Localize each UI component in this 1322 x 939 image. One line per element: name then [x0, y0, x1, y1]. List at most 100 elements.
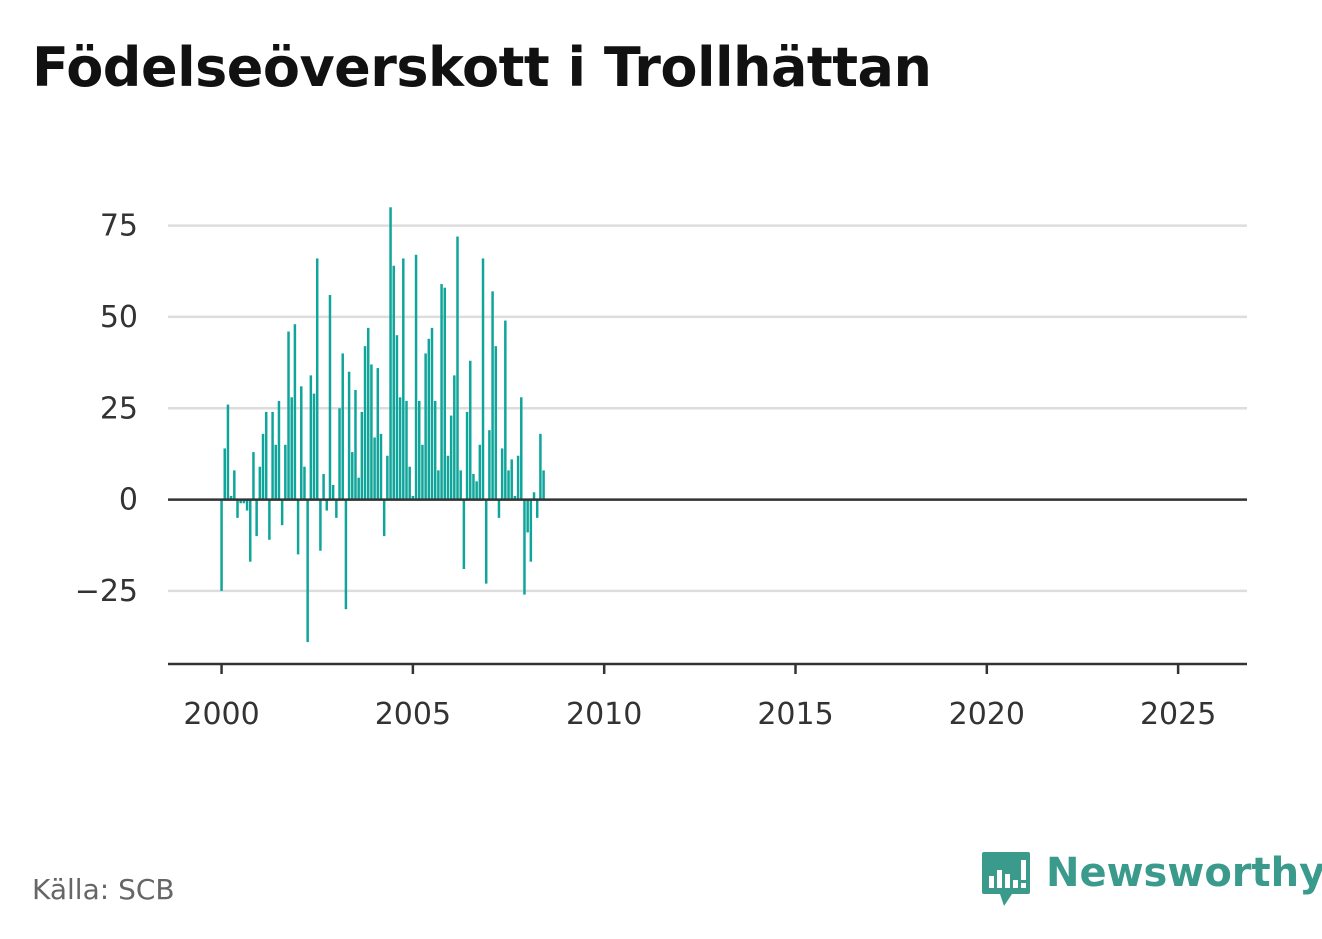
bar [402, 258, 405, 500]
bar [312, 393, 316, 500]
bar [484, 499, 488, 584]
bar [389, 207, 392, 500]
x-axis-ticks: 2000 2005 2010 2015 2020 2025 [183, 664, 1216, 732]
bar [481, 258, 485, 500]
bar [437, 470, 440, 500]
bar [331, 484, 335, 500]
bar [427, 338, 431, 500]
bar [261, 433, 265, 500]
bar [249, 499, 252, 562]
newsworthy-logo-icon [982, 852, 1030, 906]
bar [504, 320, 507, 500]
bar [424, 353, 427, 500]
bar [382, 499, 386, 537]
bar [229, 495, 233, 500]
bar [309, 375, 313, 500]
bar [529, 499, 533, 562]
bar [472, 474, 475, 500]
bar [226, 404, 230, 500]
bar [478, 444, 482, 500]
bar [516, 455, 520, 500]
x-tick-label: 2020 [949, 697, 1025, 732]
bar [449, 415, 453, 500]
bar [236, 499, 239, 518]
bar [366, 327, 370, 500]
x-tick-label: 2005 [375, 697, 451, 732]
bar [500, 448, 504, 500]
bar [443, 287, 446, 500]
bar [242, 499, 246, 504]
bar [446, 455, 450, 500]
bar [542, 470, 545, 500]
bar [354, 389, 357, 500]
bar [264, 411, 268, 500]
x-tick-label: 2025 [1140, 697, 1216, 732]
bar [408, 466, 411, 500]
x-tick-label: 2010 [566, 697, 642, 732]
bar [341, 353, 344, 500]
bar [287, 331, 290, 500]
bar [373, 437, 376, 500]
bar [488, 430, 491, 500]
bar [290, 397, 293, 500]
bar [465, 411, 469, 500]
chart-title: Födelseöverskott i Trollhättan [32, 36, 932, 99]
bar [532, 492, 536, 500]
bar [303, 466, 306, 500]
bar [491, 291, 494, 500]
bar-series [220, 207, 545, 643]
bar [306, 499, 309, 643]
bar [255, 499, 258, 537]
bar [335, 499, 338, 518]
bar [325, 499, 329, 511]
bar [535, 499, 539, 518]
bar [296, 499, 300, 555]
bar [271, 411, 274, 500]
bar [418, 400, 421, 500]
bar [274, 444, 278, 500]
bar [277, 400, 281, 500]
y-tick-label: 0 [119, 483, 138, 518]
bar [284, 444, 287, 500]
bar [520, 397, 523, 500]
bar [379, 433, 383, 500]
bar [300, 386, 303, 500]
bar [430, 327, 434, 500]
source-note: Källa: SCB [32, 873, 175, 906]
y-tick-label: 75 [100, 209, 138, 244]
bar-chart: −25 0 25 50 75 2000 2005 2010 2015 2020 2025 [75, 207, 1247, 732]
bar [523, 499, 526, 595]
bar [526, 499, 529, 533]
bar [233, 470, 236, 500]
bar [513, 495, 517, 500]
bar [322, 474, 325, 500]
bar [395, 335, 399, 500]
bar [245, 499, 249, 511]
bar [462, 499, 466, 570]
bar [510, 459, 513, 500]
grid-lines [168, 224, 1247, 593]
bar [453, 375, 456, 500]
bar [494, 346, 498, 500]
bar [220, 499, 223, 591]
bar [344, 499, 348, 610]
bar [392, 265, 395, 500]
bar [459, 470, 462, 500]
bar [433, 400, 437, 500]
bar [363, 346, 367, 500]
y-tick-label: −25 [75, 574, 138, 609]
brand-name: Newsworthy [1046, 850, 1322, 896]
y-tick-label: 25 [100, 391, 138, 426]
bar [319, 499, 322, 551]
bar [386, 455, 389, 500]
x-tick-label: 2015 [757, 697, 833, 732]
bar [258, 466, 262, 500]
bar [507, 470, 510, 500]
bar [360, 411, 364, 500]
bar [421, 444, 424, 500]
bar [370, 364, 373, 500]
bar [268, 499, 271, 540]
bar [414, 254, 418, 500]
bar [223, 448, 226, 500]
bar [252, 452, 255, 500]
